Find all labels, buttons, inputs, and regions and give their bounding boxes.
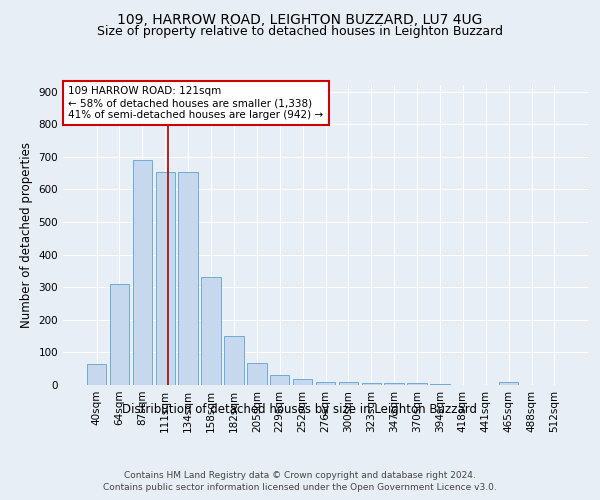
Bar [247, 363, 266, 385]
Bar [362, 384, 381, 385]
Bar [385, 384, 404, 385]
Bar [178, 172, 198, 385]
Bar [316, 382, 335, 385]
Text: Size of property relative to detached houses in Leighton Buzzard: Size of property relative to detached ho… [97, 25, 503, 38]
Bar [110, 284, 129, 385]
Bar [293, 379, 313, 385]
Bar [155, 172, 175, 385]
Text: 109 HARROW ROAD: 121sqm
← 58% of detached houses are smaller (1,338)
41% of semi: 109 HARROW ROAD: 121sqm ← 58% of detache… [68, 86, 323, 120]
Text: Distribution of detached houses by size in Leighton Buzzard: Distribution of detached houses by size … [122, 402, 478, 415]
Text: 109, HARROW ROAD, LEIGHTON BUZZARD, LU7 4UG: 109, HARROW ROAD, LEIGHTON BUZZARD, LU7 … [118, 12, 482, 26]
Bar [499, 382, 518, 385]
Text: Contains HM Land Registry data © Crown copyright and database right 2024.: Contains HM Land Registry data © Crown c… [124, 471, 476, 480]
Y-axis label: Number of detached properties: Number of detached properties [20, 142, 33, 328]
Bar [270, 375, 289, 385]
Bar [430, 384, 449, 385]
Text: Contains public sector information licensed under the Open Government Licence v3: Contains public sector information licen… [103, 482, 497, 492]
Bar [87, 364, 106, 385]
Bar [133, 160, 152, 385]
Bar [224, 336, 244, 385]
Bar [407, 384, 427, 385]
Bar [338, 382, 358, 385]
Bar [202, 278, 221, 385]
